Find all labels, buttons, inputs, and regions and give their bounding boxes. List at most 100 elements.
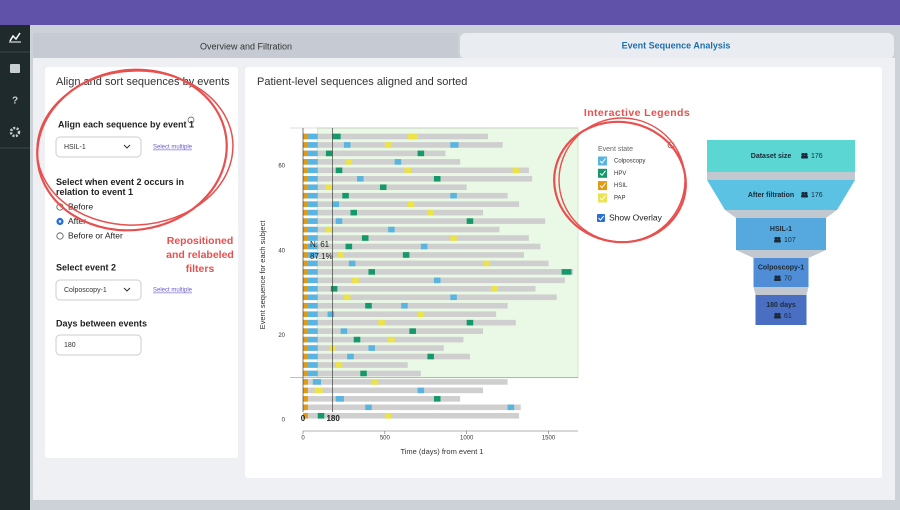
event xyxy=(303,260,308,267)
legend-checkbox[interactable] xyxy=(598,168,607,178)
event xyxy=(561,269,572,275)
y-tick-label: 0 xyxy=(282,418,286,424)
legend-checkbox[interactable] xyxy=(598,193,607,203)
event xyxy=(450,294,457,301)
funnel-label: Colposcopy-1 xyxy=(758,264,804,271)
event xyxy=(303,336,308,343)
event xyxy=(332,201,340,207)
event xyxy=(384,412,392,419)
radio[interactable] xyxy=(56,232,64,240)
funnel-stage[interactable] xyxy=(753,258,809,287)
event xyxy=(368,345,376,351)
event xyxy=(388,226,395,233)
event xyxy=(450,142,459,148)
event xyxy=(303,252,308,258)
tab-sequence[interactable] xyxy=(460,33,894,59)
radio-label: Before xyxy=(68,201,93,211)
check xyxy=(599,158,606,164)
event xyxy=(345,243,353,250)
y-tick-label: 20 xyxy=(278,333,285,339)
funnel-label: 180 days xyxy=(766,302,796,309)
event xyxy=(303,243,308,250)
check xyxy=(599,182,606,189)
event xyxy=(417,311,425,318)
chart-icon[interactable] xyxy=(9,32,21,42)
event xyxy=(307,269,318,275)
event xyxy=(307,226,318,233)
event xyxy=(303,201,308,207)
sequence-span xyxy=(303,175,533,182)
event xyxy=(330,286,338,292)
event xyxy=(402,252,410,258)
filter-label: Align each sequence by event 1 xyxy=(58,119,194,129)
x-tick-label: 1000 xyxy=(460,436,474,442)
tab-label[interactable]: Overview and Filtration xyxy=(200,41,292,51)
overlay-toggle-label: Show Overlay xyxy=(609,212,663,222)
people-icon xyxy=(777,236,781,241)
event xyxy=(303,175,308,182)
annotation-text: Repositioned xyxy=(167,235,234,247)
event xyxy=(307,277,318,284)
annotation-circle xyxy=(36,70,234,226)
funnel-stage[interactable] xyxy=(736,218,826,250)
days-input[interactable] xyxy=(55,334,142,356)
event xyxy=(407,133,418,140)
filter-title: Align and sort sequences by events xyxy=(56,76,230,88)
event2-select[interactable] xyxy=(55,279,142,301)
people-icon xyxy=(774,275,778,279)
select-multiple-link[interactable]: Select multiple xyxy=(153,145,193,151)
event xyxy=(303,387,308,394)
event xyxy=(361,235,369,241)
event xyxy=(307,311,318,318)
table-icon[interactable] xyxy=(10,64,20,73)
align-select[interactable] xyxy=(55,136,142,158)
legend-checkbox[interactable] xyxy=(598,156,607,166)
sequence-span xyxy=(303,353,470,360)
event xyxy=(379,184,387,191)
funnel-stage[interactable] xyxy=(755,295,807,325)
tab-label[interactable]: Event Sequence Analysis xyxy=(622,40,731,50)
marker-label: 180 xyxy=(326,414,340,423)
event xyxy=(483,260,490,267)
people-icon xyxy=(801,195,808,198)
event xyxy=(340,328,348,334)
event xyxy=(466,218,474,224)
event xyxy=(307,150,318,157)
sequence-span xyxy=(303,286,536,292)
y-axis-label: Event sequence for each subject xyxy=(258,220,267,330)
sequence-span xyxy=(303,379,508,385)
event xyxy=(303,396,308,402)
tab-overview[interactable] xyxy=(33,33,458,59)
check xyxy=(599,195,606,201)
event xyxy=(337,252,344,258)
info-icon[interactable] xyxy=(187,116,195,124)
event xyxy=(512,167,520,174)
legend-checkbox[interactable] xyxy=(598,181,607,191)
event xyxy=(307,133,318,140)
chevron xyxy=(123,287,131,292)
event xyxy=(307,159,318,165)
event xyxy=(303,192,308,199)
event xyxy=(307,167,318,174)
settings-icon[interactable] xyxy=(9,126,21,138)
overlay-checkbox[interactable] xyxy=(597,214,605,222)
help-icon[interactable]: ? xyxy=(12,96,18,107)
event xyxy=(307,192,318,199)
event xyxy=(335,167,343,174)
radio-label: Before or After xyxy=(68,230,123,240)
select-multiple-link[interactable]: Select multiple xyxy=(153,288,193,294)
event xyxy=(450,192,457,199)
funnel-stage[interactable] xyxy=(707,140,855,172)
marker-label: 0 xyxy=(301,414,306,423)
sequence-span xyxy=(303,328,484,334)
sequence-span xyxy=(303,396,461,402)
event xyxy=(384,142,392,148)
sequence-span xyxy=(303,235,529,241)
event xyxy=(303,286,308,292)
event xyxy=(307,243,318,250)
event xyxy=(365,404,372,411)
funnel-stage[interactable] xyxy=(707,180,855,210)
event xyxy=(303,150,308,157)
event xyxy=(303,328,308,334)
event xyxy=(450,235,457,241)
